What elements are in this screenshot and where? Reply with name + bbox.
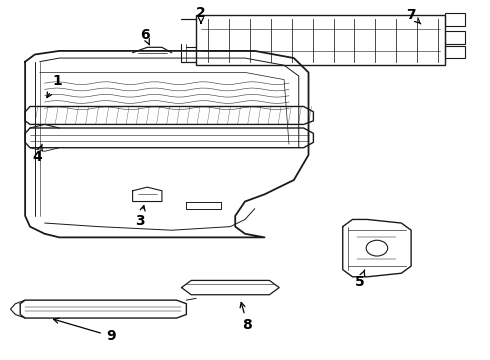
Bar (445, 13, 465, 26)
Bar (445, 45, 465, 58)
Text: 1: 1 (47, 75, 62, 98)
Text: 2: 2 (196, 6, 206, 23)
Text: 6: 6 (140, 28, 149, 45)
Text: 7: 7 (406, 8, 421, 24)
Text: 5: 5 (355, 270, 365, 289)
Bar (445, 31, 465, 44)
Text: 9: 9 (53, 318, 116, 343)
Text: 4: 4 (32, 144, 42, 164)
Text: 8: 8 (240, 302, 252, 332)
Bar (196, 15, 445, 65)
Text: 3: 3 (135, 206, 145, 228)
